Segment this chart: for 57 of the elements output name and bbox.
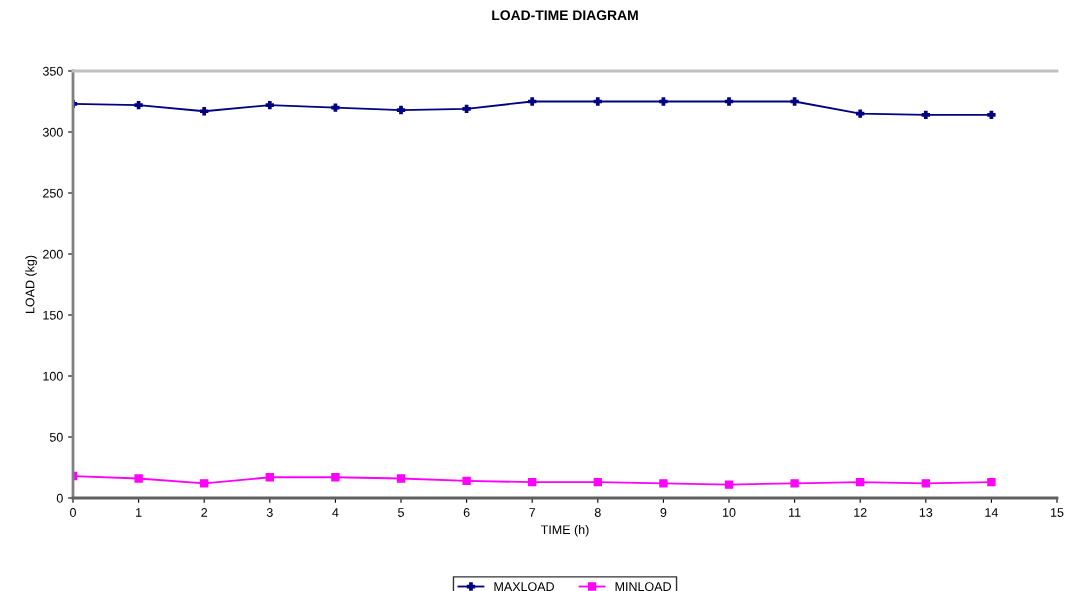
point bbox=[265, 100, 274, 110]
point bbox=[790, 97, 799, 106]
x-tick-label: 9 bbox=[660, 508, 667, 517]
y-tick-label: 250 bbox=[43, 188, 63, 198]
point bbox=[134, 100, 143, 110]
x-tick-label: 7 bbox=[529, 508, 536, 517]
y-tick-label: 300 bbox=[42, 127, 63, 137]
x-tick-label: 15 bbox=[1051, 508, 1064, 517]
x-tick-label: 6 bbox=[463, 508, 470, 517]
x-tick-label: 4 bbox=[332, 508, 339, 517]
y-axis-title: LOAD (kg) bbox=[25, 255, 37, 313]
point bbox=[265, 473, 274, 482]
y-tick-label: 350 bbox=[42, 66, 63, 76]
x-tick-label: 14 bbox=[985, 508, 998, 517]
legend-label: MAXLOAD bbox=[494, 582, 554, 591]
point bbox=[462, 104, 471, 113]
point bbox=[593, 477, 602, 487]
y-tick-label: 50 bbox=[49, 432, 63, 442]
point bbox=[200, 107, 209, 116]
point bbox=[790, 479, 799, 488]
y-tick-label: 0 bbox=[56, 493, 63, 503]
point bbox=[331, 473, 340, 482]
x-tick-label: 12 bbox=[854, 508, 867, 517]
x-tick-label: 5 bbox=[398, 508, 404, 517]
y-tick-label: 150 bbox=[43, 310, 63, 320]
point bbox=[987, 477, 996, 487]
point bbox=[724, 97, 734, 106]
point bbox=[528, 477, 537, 487]
x-tick-label: 3 bbox=[266, 508, 273, 517]
x-tick-label: 13 bbox=[919, 508, 933, 517]
legend-label: MINLOAD bbox=[615, 582, 671, 591]
x-tick-label: 1 bbox=[136, 508, 142, 517]
point bbox=[724, 480, 734, 489]
point bbox=[331, 103, 340, 112]
point bbox=[593, 97, 602, 106]
point bbox=[200, 479, 209, 488]
x-tick-label: 11 bbox=[789, 508, 801, 517]
x-tick-label: 0 bbox=[70, 508, 76, 517]
point bbox=[856, 477, 865, 487]
point bbox=[987, 110, 996, 120]
point bbox=[659, 479, 668, 488]
point bbox=[659, 97, 668, 106]
point bbox=[134, 474, 143, 483]
point bbox=[856, 109, 865, 118]
x-tick-label: 10 bbox=[723, 508, 736, 517]
chart-title: LOAD-TIME DIAGRAM bbox=[492, 10, 638, 21]
x-tick-label: 8 bbox=[594, 508, 601, 517]
point bbox=[462, 476, 471, 486]
point bbox=[921, 110, 930, 120]
x-axis-title: TIME (h) bbox=[540, 524, 589, 537]
y-tick-label: 100 bbox=[43, 371, 63, 381]
y-tick-label: 200 bbox=[43, 249, 63, 259]
point bbox=[921, 479, 930, 488]
x-tick-label: 2 bbox=[201, 508, 208, 517]
point bbox=[396, 105, 406, 115]
point bbox=[396, 474, 406, 483]
point bbox=[528, 97, 537, 106]
